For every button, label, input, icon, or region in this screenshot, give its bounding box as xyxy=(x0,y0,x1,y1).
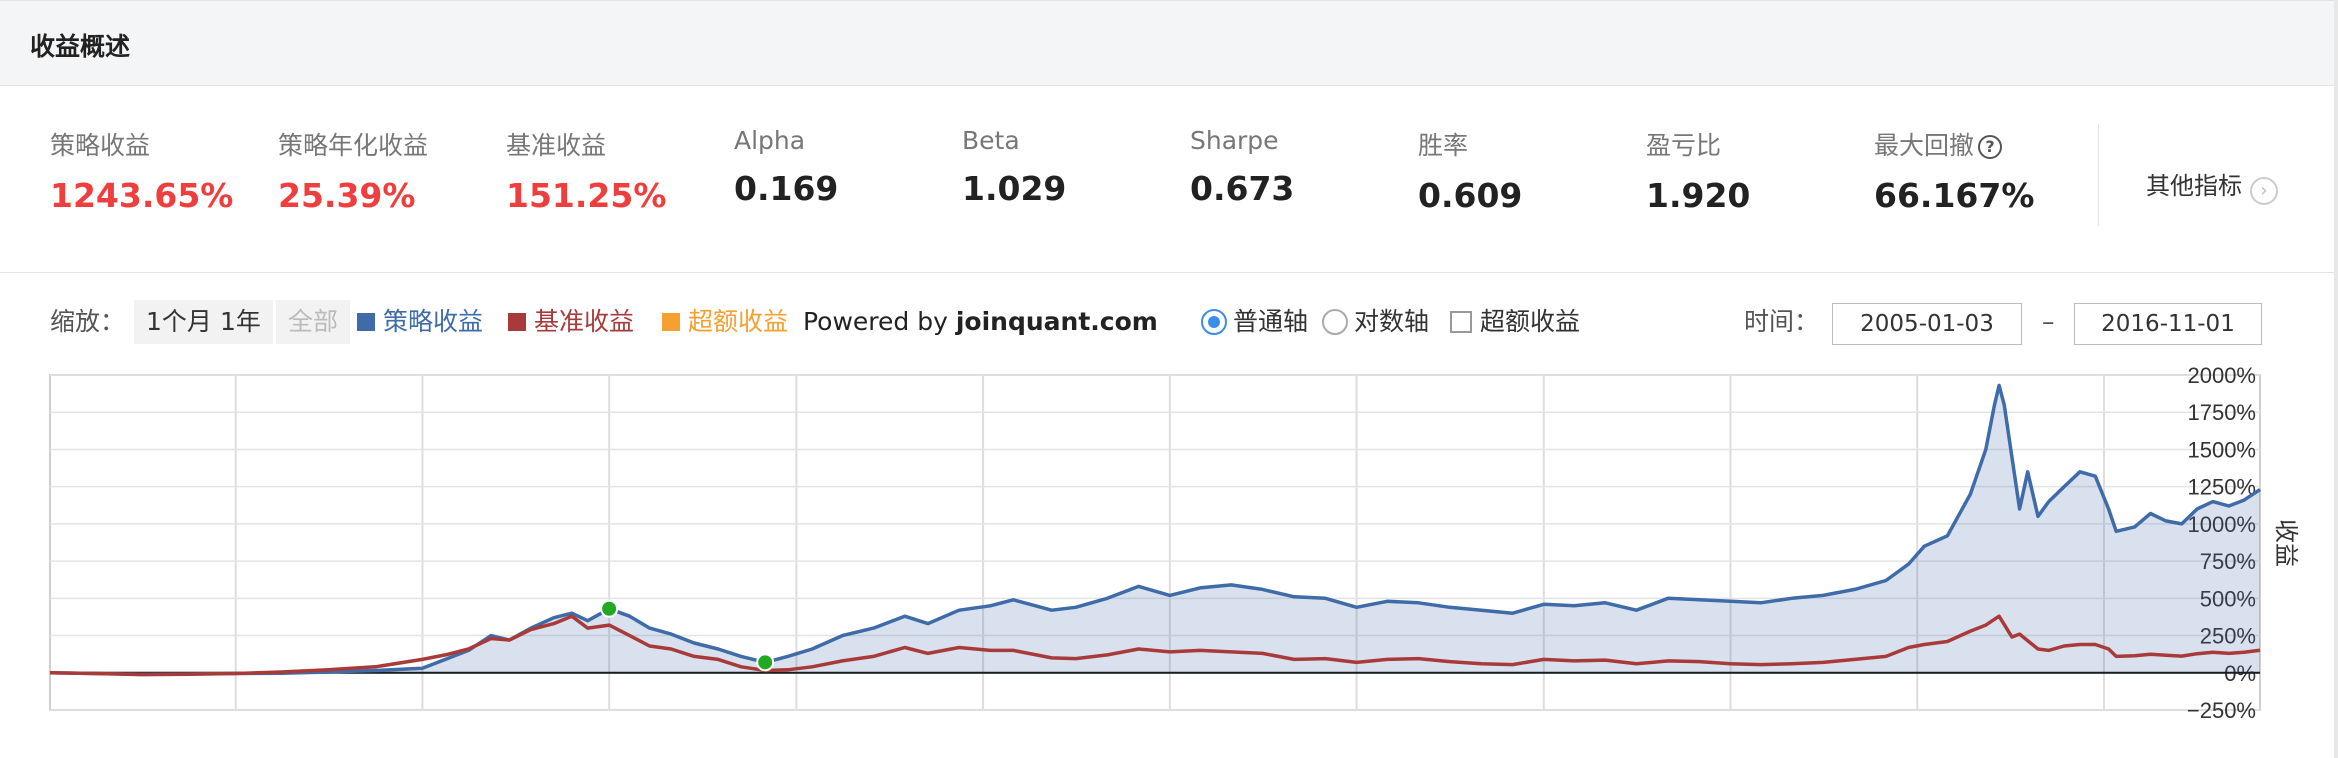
metric-annual-return: 策略年化收益 25.39% xyxy=(278,126,428,215)
metric-alpha: Alpha 0.169 xyxy=(734,126,838,208)
metric-beta: Beta 1.029 xyxy=(962,126,1066,208)
metric-value: 66.167% xyxy=(1874,176,2035,215)
metrics-divider xyxy=(2098,124,2099,226)
section-header: 收益概述 xyxy=(0,0,2338,86)
other-metrics-link[interactable]: 其他指标 › xyxy=(2146,166,2278,205)
y-tick-label: 500% xyxy=(2200,586,2256,611)
metric-benchmark-return: 基准收益 151.25% xyxy=(506,126,666,215)
checkbox-label: 超额收益 xyxy=(1480,307,1581,336)
metric-strategy-return: 策略收益 1243.65% xyxy=(50,126,233,215)
metrics-panel: 策略收益 1243.65% 策略年化收益 25.39% 基准收益 151.25%… xyxy=(0,86,2334,273)
drawdown-marker xyxy=(756,653,775,672)
metric-value: 1243.65% xyxy=(50,176,234,215)
series-line-1 xyxy=(49,614,2261,677)
radio-selected-icon xyxy=(1201,309,1227,335)
legend-label: 超额收益 xyxy=(688,307,789,336)
metric-label: 基准收益 xyxy=(506,131,607,160)
metric-value: 151.25% xyxy=(506,176,667,215)
y-tick-label: 1250% xyxy=(2187,475,2256,500)
checkbox-icon xyxy=(1450,311,1472,333)
metric-value: 0.673 xyxy=(1190,169,1295,208)
returns-chart[interactable]: 2000%1750%1500%1250%1000%750%500%250%0%−… xyxy=(0,365,2334,720)
question-circle-icon[interactable]: ? xyxy=(1978,135,2003,159)
y-tick-label: 2000% xyxy=(2187,365,2256,388)
metric-label: 盈亏比 xyxy=(1646,131,1722,160)
metric-label: Alpha xyxy=(734,126,806,155)
axis-option-linear[interactable]: 普通轴 xyxy=(1201,300,1308,344)
metric-value: 25.39% xyxy=(278,176,416,215)
axis-option-label: 普通轴 xyxy=(1233,307,1309,336)
legend-label: 基准收益 xyxy=(534,307,635,336)
y-axis-title: 收益 xyxy=(2272,519,2300,567)
chart-toolbar: 缩放： 1个月 1年 全部 策略收益 基准收益 超额收益 Powered by … xyxy=(0,300,2334,352)
metric-label-row: 最大回撤? xyxy=(1874,126,2034,162)
date-separator: – xyxy=(2042,307,2055,336)
legend-swatch-icon xyxy=(662,313,680,331)
metric-label: Beta xyxy=(962,126,1020,155)
series-line-0 xyxy=(49,383,2261,677)
chevron-right-circle-icon: › xyxy=(2250,177,2278,205)
y-tick-label: 250% xyxy=(2200,624,2256,649)
metric-label: 策略年化收益 xyxy=(278,131,429,160)
radio-empty-icon xyxy=(1322,309,1348,335)
metric-profit-loss-ratio: 盈亏比 1.920 xyxy=(1646,126,1750,215)
legend-swatch-icon xyxy=(357,313,375,331)
y-tick-label: 750% xyxy=(2200,549,2256,574)
metric-sharpe: Sharpe 0.673 xyxy=(1190,126,1294,208)
powered-brand[interactable]: joinquant.com xyxy=(955,307,1158,336)
zoom-all-button[interactable]: 全部 xyxy=(276,300,351,344)
metric-label: Sharpe xyxy=(1190,126,1279,155)
legend-benchmark[interactable]: 基准收益 xyxy=(508,300,634,344)
powered-by: Powered by joinquant.com xyxy=(803,300,1158,344)
y-tick-label: 1500% xyxy=(2187,437,2256,462)
y-tick-label: 1000% xyxy=(2187,512,2256,537)
metric-value: 1.920 xyxy=(1646,176,1751,215)
date-to-input[interactable]: 2016-11-01 xyxy=(2074,303,2262,345)
scrollbar-track[interactable] xyxy=(2334,0,2338,758)
metric-value: 1.029 xyxy=(962,169,1067,208)
series-area-0 xyxy=(50,385,2260,675)
metric-label: 最大回撤 xyxy=(1874,131,1975,160)
other-metrics-label: 其他指标 xyxy=(2146,172,2242,200)
section-title: 收益概述 xyxy=(30,32,131,61)
drawdown-marker xyxy=(600,599,619,618)
excess-return-checkbox[interactable]: 超额收益 xyxy=(1450,300,1580,344)
legend-swatch-icon xyxy=(508,313,526,331)
zoom-1-year-button[interactable]: 1年 xyxy=(208,300,273,344)
metric-max-drawdown: 最大回撤? 66.167% xyxy=(1874,126,2034,215)
zoom-label: 缩放： xyxy=(50,307,126,336)
metric-value: 0.169 xyxy=(734,169,839,208)
metric-label: 胜率 xyxy=(1418,131,1469,160)
y-tick-label: 1750% xyxy=(2187,400,2256,425)
legend-strategy[interactable]: 策略收益 xyxy=(357,300,483,344)
metric-label: 策略收益 xyxy=(50,131,151,160)
powered-prefix: Powered by xyxy=(803,307,956,336)
axis-option-log[interactable]: 对数轴 xyxy=(1322,300,1429,344)
legend-excess[interactable]: 超额收益 xyxy=(662,300,788,344)
y-tick-label: −250% xyxy=(2187,698,2256,720)
metric-value: 0.609 xyxy=(1418,176,1523,215)
legend-label: 策略收益 xyxy=(383,307,484,336)
metric-win-rate: 胜率 0.609 xyxy=(1418,126,1522,215)
date-from-input[interactable]: 2005-01-03 xyxy=(1832,303,2022,345)
axis-option-label: 对数轴 xyxy=(1354,307,1430,336)
time-label: 时间： xyxy=(1744,307,1820,336)
